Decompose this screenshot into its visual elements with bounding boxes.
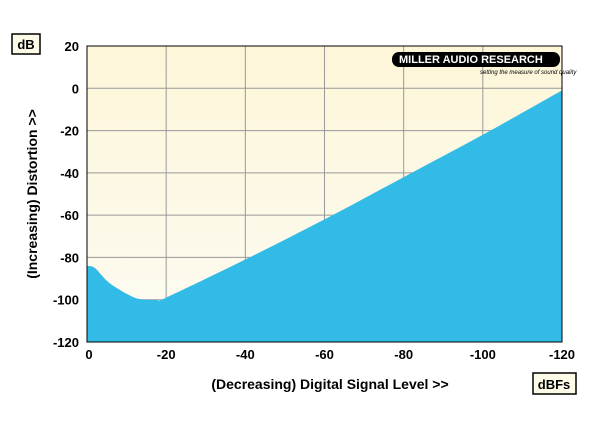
- x-unit-box: dBFs: [532, 372, 577, 395]
- x-axis-title: (Decreasing) Digital Signal Level >>: [211, 376, 448, 392]
- y-tick-label: 0: [72, 81, 79, 96]
- y-tick-label: -20: [60, 124, 79, 139]
- y-tick-labels: 20 0 -20 -40 -60 -80 -100 -120: [53, 39, 79, 350]
- x-tick-label: -120: [549, 347, 575, 362]
- logo-banner: [392, 52, 560, 67]
- y-unit-box: dB: [11, 33, 41, 55]
- y-tick-label: -40: [60, 166, 79, 181]
- y-unit-label: dB: [17, 37, 34, 52]
- x-tick-label: 0: [85, 347, 92, 362]
- y-tick-label: -80: [60, 250, 79, 265]
- logo: MILLER AUDIO RESEARCH setting the measur…: [392, 52, 577, 76]
- x-tick-label: -20: [157, 347, 176, 362]
- y-tick-label: -120: [53, 335, 79, 350]
- distortion-band: [87, 90, 562, 343]
- y-tick-label: 20: [65, 39, 79, 54]
- x-tick-label: -40: [236, 347, 255, 362]
- y-axis-title: (Increasing) Distortion >>: [24, 109, 40, 279]
- y-tick-label: -100: [53, 293, 79, 308]
- y-unit-frame: [11, 33, 41, 55]
- x-tick-label: -60: [315, 347, 334, 362]
- x-tick-label: -80: [394, 347, 413, 362]
- x-unit-frame: [532, 372, 577, 395]
- y-tick-label: -60: [60, 208, 79, 223]
- plot-border: [86, 45, 563, 343]
- x-tick-labels: 0 -20 -40 -60 -80 -100 -120: [85, 347, 575, 362]
- logo-main-text: MILLER AUDIO RESEARCH: [399, 54, 543, 66]
- x-tick-label: -100: [470, 347, 496, 362]
- x-unit-label: dBFs: [538, 377, 571, 392]
- logo-tagline: setting the measure of sound quality: [480, 70, 577, 76]
